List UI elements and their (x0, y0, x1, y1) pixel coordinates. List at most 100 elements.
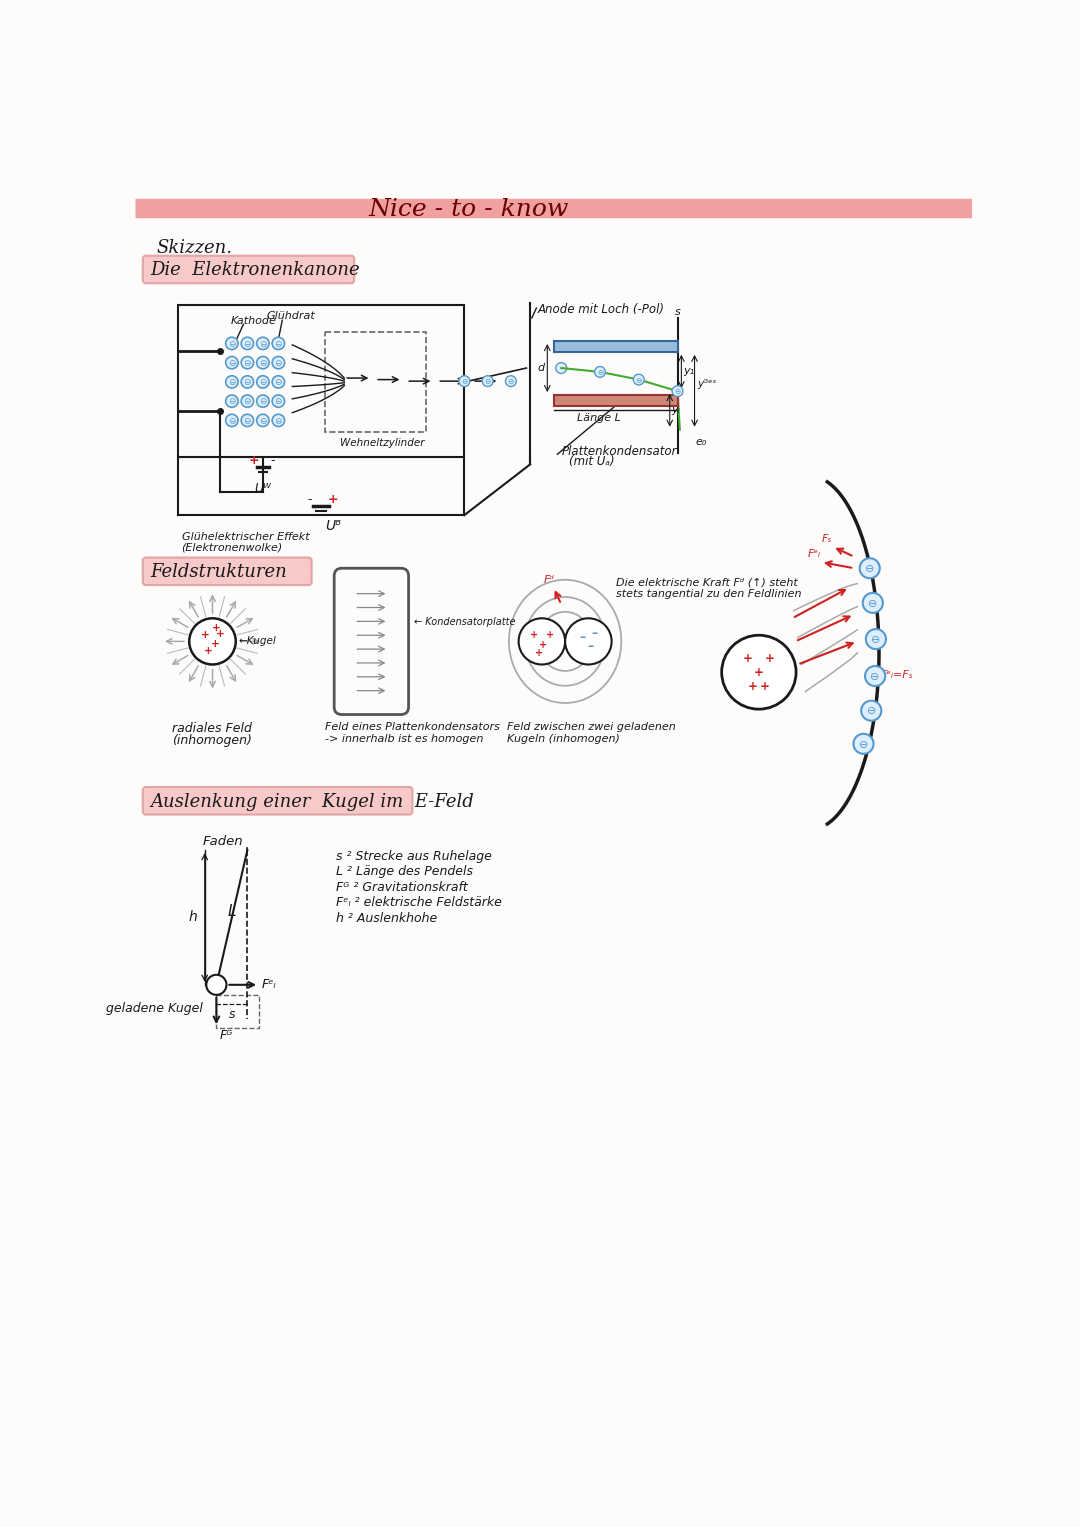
Text: –: – (588, 640, 594, 654)
Circle shape (863, 592, 882, 612)
Text: (Elektronenwolke): (Elektronenwolke) (181, 542, 283, 553)
Text: ⊖: ⊖ (259, 339, 267, 348)
Text: Fᵉₗ: Fᵉₗ (808, 550, 821, 559)
Text: e₀: e₀ (696, 437, 706, 447)
Text: ⊖: ⊖ (259, 379, 267, 388)
Text: +: + (201, 631, 210, 640)
Text: Auslenkung einer  Kugel im  E-Feld: Auslenkung einer Kugel im E-Feld (150, 793, 474, 811)
Text: ⊖: ⊖ (485, 377, 490, 386)
Text: yᴳᵉˢ: yᴳᵉˢ (698, 379, 717, 389)
Text: -: - (307, 493, 312, 507)
Circle shape (241, 376, 254, 388)
Text: ⊖: ⊖ (228, 379, 235, 388)
Circle shape (257, 395, 269, 408)
Circle shape (505, 376, 516, 386)
Text: +: + (535, 647, 543, 658)
Text: ⊖: ⊖ (866, 707, 876, 716)
Text: Nice - to - know: Nice - to - know (368, 199, 568, 221)
Text: ⊖: ⊖ (508, 377, 514, 386)
Text: h: h (188, 910, 197, 924)
Text: ⊖: ⊖ (870, 672, 880, 683)
Circle shape (633, 374, 644, 385)
Text: ⊖: ⊖ (859, 739, 868, 750)
Circle shape (865, 666, 886, 686)
Text: Fᴳ: Fᴳ (219, 1029, 233, 1043)
Text: Länge L: Länge L (577, 412, 621, 423)
Circle shape (556, 362, 567, 374)
Text: Skizzen.: Skizzen. (157, 238, 232, 257)
FancyBboxPatch shape (143, 255, 354, 284)
Text: –: – (592, 628, 597, 640)
Text: Kugeln (inhomogen): Kugeln (inhomogen) (507, 734, 620, 744)
Text: s: s (675, 307, 680, 318)
Text: ⊖: ⊖ (674, 388, 680, 397)
Circle shape (226, 337, 238, 350)
Text: +: + (212, 638, 220, 649)
Circle shape (226, 356, 238, 370)
Text: -: - (270, 454, 274, 467)
Text: ⊖: ⊖ (244, 339, 252, 348)
Text: ⊖: ⊖ (461, 377, 468, 386)
Circle shape (459, 376, 470, 386)
Text: ⊖: ⊖ (274, 339, 282, 348)
Text: Wehneltzylinder: Wehneltzylinder (340, 438, 424, 447)
Text: ⊖: ⊖ (274, 417, 282, 426)
Bar (177, 305, 464, 458)
Text: L: L (227, 904, 235, 919)
Circle shape (226, 376, 238, 388)
Circle shape (241, 395, 254, 408)
Circle shape (272, 356, 284, 370)
Text: +: + (539, 640, 548, 651)
Text: ⊖: ⊖ (244, 359, 252, 368)
Text: ⊖: ⊖ (259, 417, 267, 426)
Circle shape (861, 701, 881, 721)
Text: Kathode: Kathode (230, 316, 276, 327)
Text: stets tangential zu den Feldlinien: stets tangential zu den Feldlinien (616, 589, 801, 599)
Text: ⊖: ⊖ (597, 368, 604, 377)
Circle shape (721, 635, 796, 709)
Text: +: + (212, 623, 220, 632)
Text: ⊖: ⊖ (274, 379, 282, 388)
Circle shape (206, 974, 227, 994)
Circle shape (189, 618, 235, 664)
Circle shape (226, 414, 238, 426)
Circle shape (226, 395, 238, 408)
Text: ⊖: ⊖ (228, 359, 235, 368)
Text: Fᵉₗ=Fₛ: Fᵉₗ=Fₛ (880, 669, 914, 680)
Text: Fᴳ ² Gravitationskraft: Fᴳ ² Gravitationskraft (337, 881, 469, 893)
Circle shape (866, 629, 886, 649)
Text: ← Kondensatorplatte: ← Kondensatorplatte (414, 617, 515, 628)
Text: ⊖: ⊖ (228, 397, 235, 406)
Text: ←Kugel: ←Kugel (239, 637, 276, 646)
Text: ⊖: ⊖ (274, 359, 282, 368)
Text: ⊖: ⊖ (259, 359, 267, 368)
Text: ⊖: ⊖ (244, 379, 252, 388)
Circle shape (672, 386, 683, 397)
Text: radiales Feld: radiales Feld (172, 722, 252, 734)
Text: (inhomogen): (inhomogen) (172, 734, 252, 747)
Text: y₁: y₁ (684, 366, 694, 376)
Bar (554, 395, 677, 406)
Text: +: + (530, 631, 538, 640)
Text: Anode mit Loch (-Pol): Anode mit Loch (-Pol) (538, 302, 665, 316)
Text: Uᴮ: Uᴮ (325, 519, 341, 533)
Text: +: + (765, 652, 774, 664)
Text: +: + (754, 666, 764, 678)
Text: ⊖: ⊖ (228, 417, 235, 426)
Text: +: + (327, 493, 338, 507)
Text: ⊖: ⊖ (228, 339, 235, 348)
Text: Die  Elektronenkanone: Die Elektronenkanone (150, 261, 360, 279)
Text: ⊖: ⊖ (244, 417, 252, 426)
Text: Feldstrukturen: Feldstrukturen (150, 563, 287, 582)
Text: +: + (248, 454, 259, 467)
Text: L ² Länge des Pendels: L ² Länge des Pendels (337, 866, 473, 878)
Circle shape (272, 337, 284, 350)
Text: ⊖: ⊖ (635, 376, 642, 385)
Text: s ² Strecke aus Ruhelage: s ² Strecke aus Ruhelage (337, 851, 492, 863)
Text: geladene Kugel: geladene Kugel (106, 1002, 202, 1015)
Text: Plattenkondensator: Plattenkondensator (562, 444, 677, 458)
FancyBboxPatch shape (143, 557, 312, 585)
Text: h ² Auslenkhohe: h ² Auslenkhohe (337, 912, 437, 925)
Circle shape (257, 337, 269, 350)
Text: Fᵉₗ ² elektrische Feldstärke: Fᵉₗ ² elektrische Feldstärke (337, 896, 502, 909)
